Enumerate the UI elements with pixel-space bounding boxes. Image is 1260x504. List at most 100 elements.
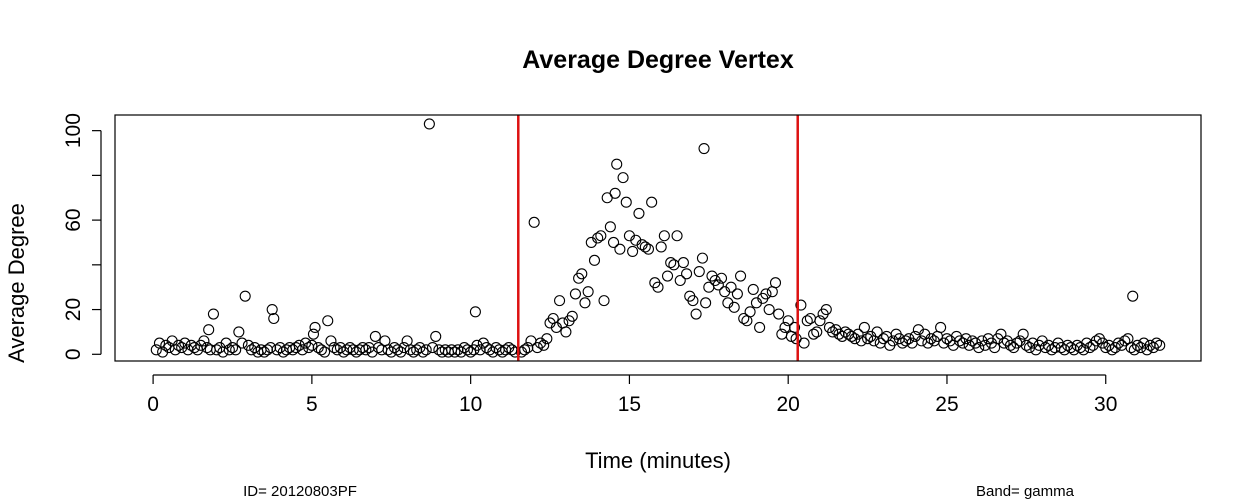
data-point bbox=[1125, 342, 1137, 354]
data-point bbox=[569, 288, 581, 300]
x-tick-label: 0 bbox=[147, 393, 159, 416]
data-point bbox=[820, 304, 832, 316]
data-point bbox=[223, 344, 235, 356]
data-point bbox=[179, 337, 191, 349]
data-point bbox=[579, 297, 591, 309]
plot-area bbox=[150, 115, 1166, 361]
data-point bbox=[674, 274, 686, 287]
data-point bbox=[1090, 335, 1102, 347]
data-point bbox=[268, 312, 280, 325]
y-axis: 0 20 60 100 bbox=[62, 113, 102, 360]
data-point bbox=[960, 333, 972, 345]
data-point bbox=[1119, 335, 1131, 347]
data-point bbox=[598, 295, 610, 307]
data-point bbox=[226, 342, 239, 354]
y-tick-label: 60 bbox=[62, 208, 85, 231]
data-point bbox=[528, 216, 540, 228]
data-point bbox=[735, 270, 747, 282]
data-point bbox=[747, 283, 759, 295]
chart-title: Average Degree Vertex bbox=[522, 46, 794, 74]
data-point bbox=[1131, 339, 1144, 351]
data-point bbox=[449, 346, 461, 358]
data-point bbox=[592, 232, 604, 244]
data-point bbox=[998, 337, 1010, 349]
data-point bbox=[1065, 342, 1077, 354]
data-point bbox=[1154, 339, 1166, 351]
data-point bbox=[693, 265, 705, 278]
data-point bbox=[1138, 337, 1150, 349]
data-point bbox=[230, 344, 242, 356]
data-point bbox=[554, 295, 566, 307]
data-point bbox=[1020, 339, 1032, 351]
data-point bbox=[804, 312, 816, 325]
y-tick-label: 100 bbox=[62, 113, 85, 148]
data-point bbox=[582, 286, 594, 298]
data-point bbox=[576, 268, 588, 280]
data-point bbox=[411, 344, 423, 356]
data-point bbox=[461, 344, 474, 356]
data-point bbox=[1127, 290, 1139, 302]
data-point bbox=[728, 301, 740, 313]
data-point bbox=[484, 344, 496, 356]
data-point bbox=[798, 337, 810, 349]
data-point bbox=[652, 281, 664, 293]
data-point bbox=[469, 306, 481, 318]
x-tick-label: 20 bbox=[777, 393, 800, 416]
data-point bbox=[690, 308, 702, 320]
data-point bbox=[188, 342, 200, 354]
data-point bbox=[763, 304, 775, 316]
data-point bbox=[1084, 342, 1096, 354]
data-point bbox=[1112, 337, 1124, 349]
data-point bbox=[681, 268, 693, 280]
data-point bbox=[604, 221, 616, 233]
data-point bbox=[696, 252, 709, 264]
plot-frame bbox=[114, 114, 1202, 362]
data-point bbox=[617, 172, 629, 184]
data-point bbox=[671, 230, 683, 242]
data-point bbox=[233, 326, 245, 338]
data-point bbox=[588, 254, 601, 266]
x-tick-label: 25 bbox=[935, 393, 958, 416]
data-point bbox=[744, 306, 756, 318]
data-point bbox=[646, 196, 658, 208]
data-point bbox=[760, 288, 772, 300]
data-point bbox=[1077, 344, 1090, 356]
data-point bbox=[801, 315, 813, 327]
data-point bbox=[331, 344, 343, 356]
data-point bbox=[661, 270, 674, 282]
data-point bbox=[1106, 344, 1118, 356]
reference-lines bbox=[517, 115, 799, 361]
data-point bbox=[211, 344, 223, 356]
data-point bbox=[935, 321, 947, 334]
x-tick-label: 15 bbox=[618, 393, 641, 416]
data-point bbox=[827, 326, 839, 338]
data-point bbox=[725, 281, 737, 293]
data-point bbox=[855, 335, 867, 347]
data-point bbox=[614, 243, 626, 255]
data-point bbox=[1150, 337, 1163, 349]
data-point bbox=[423, 118, 435, 130]
data-point bbox=[611, 158, 623, 170]
data-point bbox=[607, 236, 620, 249]
data-point bbox=[1017, 328, 1029, 340]
data-point bbox=[642, 243, 655, 255]
data-point bbox=[954, 335, 966, 347]
footer-id-label: ID= 20120803PF bbox=[243, 483, 357, 500]
data-point bbox=[609, 187, 621, 199]
x-axis-label: Time (minutes) bbox=[585, 448, 731, 473]
data-point bbox=[900, 335, 912, 347]
data-point bbox=[808, 328, 820, 340]
data-point bbox=[639, 241, 651, 253]
data-point bbox=[738, 312, 750, 325]
data-point bbox=[858, 321, 870, 334]
y-tick-label: 0 bbox=[62, 348, 85, 360]
data-point bbox=[360, 344, 372, 356]
data-point bbox=[627, 245, 639, 257]
data-point bbox=[811, 326, 823, 338]
data-point bbox=[871, 326, 883, 338]
data-point bbox=[655, 241, 667, 253]
data-point bbox=[595, 230, 607, 242]
y-tick-label: 20 bbox=[62, 298, 85, 321]
data-point bbox=[369, 330, 381, 342]
data-point bbox=[271, 344, 283, 356]
